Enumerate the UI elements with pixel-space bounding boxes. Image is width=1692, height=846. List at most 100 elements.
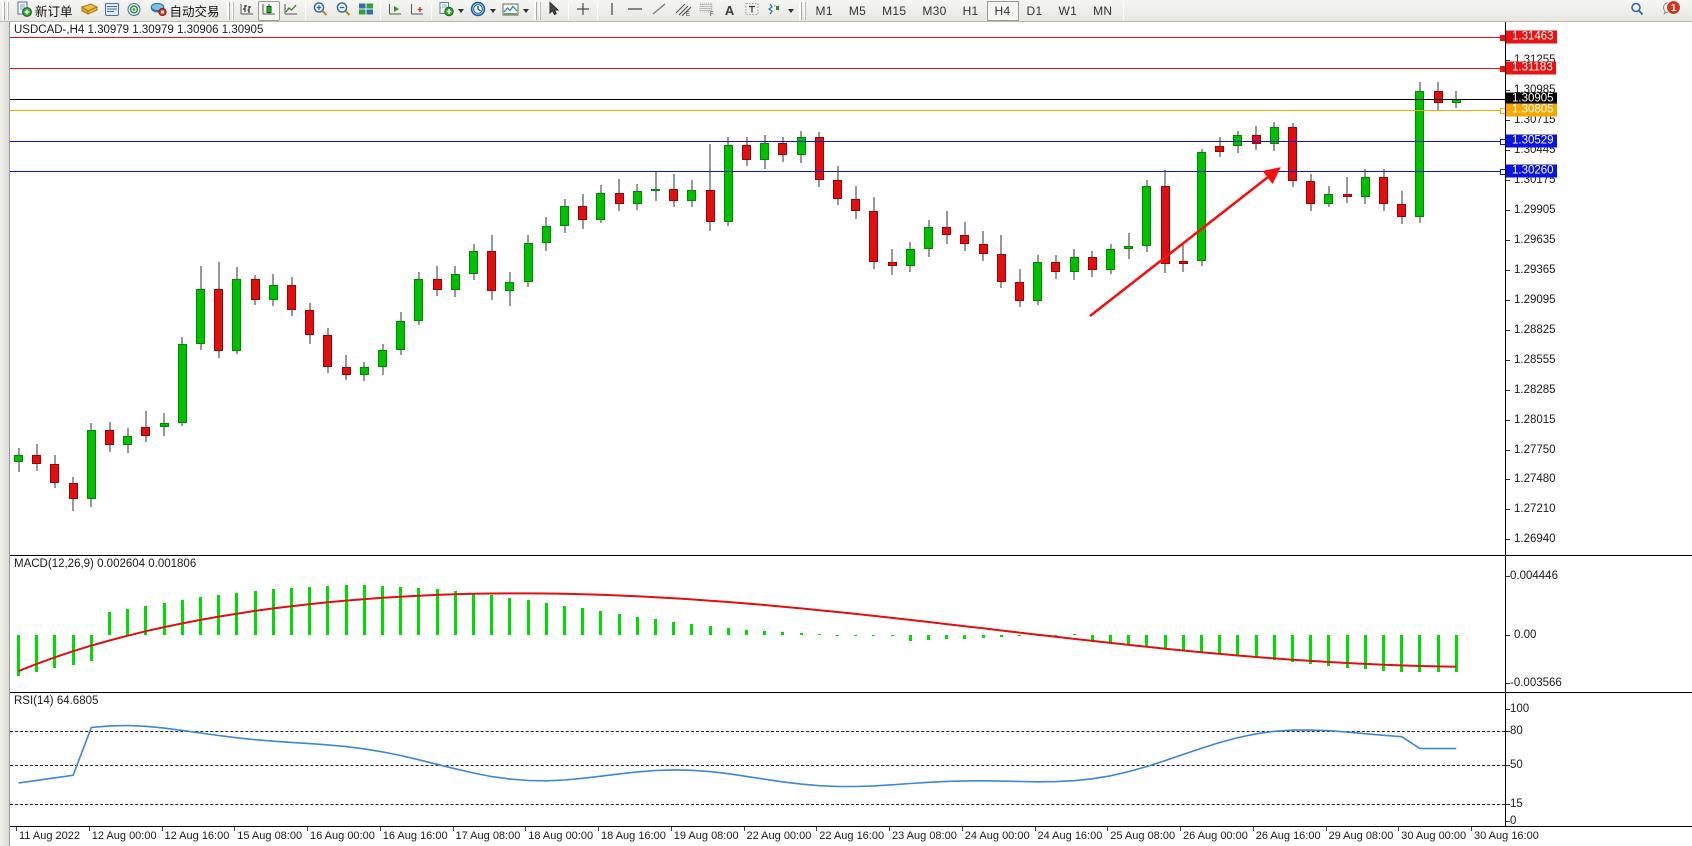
time-axis[interactable]: 11 Aug 2022 12 Aug 00:00 12 Aug 16:00 15 Au…: [10, 826, 1692, 846]
timeframe-h4[interactable]: H4: [986, 0, 1019, 21]
zoom-out-button[interactable]: [332, 1, 355, 21]
price-tick: 1.27750: [1506, 444, 1556, 456]
chevron-down-icon[interactable]: [522, 8, 529, 13]
price-tag-bid[interactable]: 1.30805: [1506, 103, 1557, 117]
macd-histogram-bar: [417, 587, 421, 635]
macd-pane[interactable]: MACD(12,26,9) 0.002604 0.001806 0.004446…: [10, 555, 1692, 692]
time-label: 29 Aug 08:00: [1328, 830, 1394, 842]
price-tag-support-1[interactable]: 1.30529: [1506, 134, 1557, 148]
price-tick: 1.26940: [1506, 533, 1556, 545]
toolbar-grip-2[interactable]: [226, 1, 234, 20]
macd-histogram-bar: [981, 634, 985, 638]
crosshair-button[interactable]: [572, 1, 594, 21]
level-line-bid[interactable]: [10, 108, 1505, 115]
bar-chart-button[interactable]: [236, 1, 258, 21]
level-handle[interactable]: [1500, 35, 1505, 42]
candlestick-chart-button[interactable]: [257, 0, 280, 21]
text-button[interactable]: A: [719, 1, 741, 21]
trendline-button[interactable]: [647, 1, 671, 21]
price-tag-support-2[interactable]: 1.30260: [1506, 164, 1557, 178]
toolbar-grip-3[interactable]: [533, 1, 541, 20]
price-tag-resistance-1[interactable]: 1.31463: [1506, 30, 1557, 44]
chart-shift-icon: [409, 1, 425, 20]
chart-shift-button[interactable]: [406, 1, 428, 21]
level-handle[interactable]: [1500, 66, 1505, 73]
time-label: 19 Aug 08:00: [673, 830, 739, 842]
time-tick: [452, 827, 454, 831]
candle-wick: [1182, 244, 1184, 272]
candle-body: [414, 278, 424, 321]
chart-vertical-scrollbar[interactable]: [0, 22, 10, 846]
auto-scroll-button[interactable]: [384, 1, 406, 21]
macd-histogram-bar: [435, 589, 439, 635]
time-label: 26 Aug 16:00: [1255, 830, 1321, 842]
rsi-pane[interactable]: RSI(14) 64.6805 100 80 50 15 0: [10, 692, 1692, 828]
level-handle[interactable]: [1500, 168, 1505, 175]
price-pane[interactable]: USDCAD-,H4 1.30979 1.30979 1.30906 1.309…: [10, 22, 1692, 555]
price-pane-canvas[interactable]: [10, 22, 1505, 555]
timeframe-mn[interactable]: MN: [1093, 3, 1113, 18]
price-tag-last[interactable]: 1.30905: [1506, 92, 1557, 106]
time-tick: [889, 827, 890, 831]
periods-button[interactable]: [467, 1, 499, 21]
chevron-down-icon[interactable]: [489, 8, 496, 13]
level-line-resistance[interactable]: [10, 35, 1505, 42]
line-chart-button[interactable]: [280, 1, 302, 21]
macd-histogram-bar: [235, 592, 239, 635]
indicators-button[interactable]: [435, 1, 467, 21]
timeframe-m1[interactable]: M1: [815, 3, 833, 18]
candle: [796, 22, 806, 555]
fibonacci-button[interactable]: F: [695, 1, 719, 21]
level-line-resistance[interactable]: [10, 66, 1505, 73]
price-tag-resistance-2[interactable]: 1.31183: [1506, 61, 1556, 75]
macd-histogram-bar: [1127, 634, 1131, 645]
vertical-line-button[interactable]: [601, 1, 623, 21]
new-order-button[interactable]: 新订单: [11, 1, 78, 21]
candle: [669, 22, 679, 555]
market-watch-button[interactable]: [101, 1, 123, 21]
macd-histogram-bar: [508, 597, 512, 635]
search-button[interactable]: [1626, 1, 1648, 21]
timeframe-m5[interactable]: M5: [848, 3, 867, 18]
level-line-support[interactable]: [10, 138, 1505, 145]
templates-button[interactable]: [499, 1, 532, 21]
macd-histogram-bar: [836, 634, 839, 636]
timeframe-w1[interactable]: W1: [1058, 3, 1078, 18]
text-label-button[interactable]: [741, 1, 763, 21]
timeframe-d1[interactable]: D1: [1026, 3, 1043, 18]
level-line-last-price[interactable]: [10, 99, 1505, 101]
zoom-in-button[interactable]: [309, 1, 332, 21]
toolbar-grip-1[interactable]: [2, 1, 9, 20]
price-tick: 1.29635: [1506, 234, 1556, 246]
equidistant-channel-button[interactable]: E: [671, 1, 695, 21]
autotrading-button[interactable]: 自动交易: [145, 1, 225, 21]
toolbar-grip-4[interactable]: [798, 1, 806, 20]
chart-plot-area[interactable]: USDCAD-,H4 1.30979 1.30979 1.30906 1.309…: [10, 22, 1692, 846]
candle: [1415, 22, 1425, 555]
macd-histogram-bar: [908, 634, 912, 641]
level-handle[interactable]: [1500, 138, 1505, 145]
price-tick: 1.27210: [1506, 503, 1556, 515]
data-window-button[interactable]: [355, 1, 377, 21]
timeframe-m30[interactable]: M30: [922, 3, 947, 18]
navigator-button[interactable]: [123, 1, 145, 21]
macd-histogram-bar: [763, 631, 767, 635]
chevron-down-icon[interactable]: [787, 8, 794, 13]
horizontal-line-button[interactable]: [623, 1, 647, 21]
price-scale[interactable]: 1.31255 1.30985 1.30715 1.30445 1.30175 1.299…: [1505, 22, 1692, 555]
objects-button[interactable]: [763, 1, 797, 21]
alerts-button[interactable]: 1: [1658, 0, 1684, 21]
timeframe-h1[interactable]: H1: [962, 3, 979, 18]
level-line-support[interactable]: [10, 168, 1505, 175]
auto-scroll-icon: [387, 1, 403, 20]
chart-window[interactable]: USDCAD-,H4 1.30979 1.30979 1.30906 1.309…: [0, 22, 1692, 846]
cursor-button[interactable]: [543, 1, 565, 21]
level-handle[interactable]: [1500, 108, 1505, 115]
profiles-button[interactable]: [78, 1, 101, 21]
chevron-down-icon[interactable]: [457, 8, 464, 13]
timeframe-m15[interactable]: M15: [882, 3, 907, 18]
macd-histogram-bar: [199, 597, 202, 635]
macd-histogram-bar: [1090, 634, 1094, 642]
macd-histogram-bar: [399, 586, 403, 635]
macd-histogram-bar: [253, 590, 257, 635]
